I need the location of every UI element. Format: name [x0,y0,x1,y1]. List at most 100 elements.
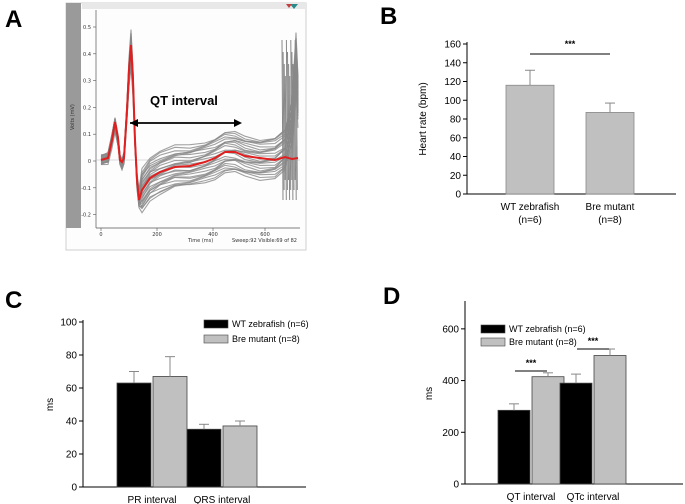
y-tick-label: 40 [66,417,78,428]
bar [497,409,531,485]
panel-letter-c: C [5,287,22,314]
significance-stars: *** [565,39,576,49]
panel-letter-d: D [383,283,400,310]
category-label: QT interval [507,492,556,503]
significance-stars: *** [526,358,537,368]
y-tick-label: 80 [66,351,78,362]
category-label: QRS interval [194,495,251,504]
y-tick-label: 60 [66,384,78,395]
y-axis-title: ms [424,387,435,400]
legend-label: WT zebrafish (n=6) [232,319,309,329]
legend-label: WT zebrafish (n=6) [509,324,586,334]
ecg-noise-trace [293,75,296,181]
y-tick-label: 60 [450,133,462,144]
panel-letter-b: B [380,3,397,30]
ecg-y-ticks: 0.5 0.4 0.3 0.2 0.1 0 -0.1 -0.2 [81,25,96,219]
ecg-noise-trace [291,51,294,201]
qt-arrow-right-head-icon [234,119,242,127]
ecg-sidebar [66,3,81,228]
ecg-x-tick-label: 0 [99,232,102,238]
sweep-marker-icon [290,4,298,9]
ecg-y-tick-label: -0.2 [81,213,91,219]
y-tick-label: 100 [444,96,461,107]
ecg-noise-trace [283,63,286,181]
legend-swatch [203,319,229,329]
bar [593,355,627,485]
bar [152,376,188,488]
legend-swatch [203,334,229,344]
ecg-noise-trace [289,75,292,191]
y-tick-label: 20 [450,171,462,182]
bar [531,376,565,485]
pr-qrs-chart: 0 20 40 60 80 100 ms PR interval QRS interval WT … [45,318,309,504]
ecg-y-tick-label: 0.2 [83,105,91,111]
y-tick-label: 120 [444,77,461,88]
y-tick-label: 40 [450,152,462,163]
ecg-noise-trace [281,39,284,201]
ecg-y-tick-label: -0.1 [81,186,91,192]
ecg-noise-trace [290,39,293,181]
significance-stars: *** [588,336,599,346]
category-label: WT zebrafish [501,202,560,213]
ecg-noise-trace [285,39,288,191]
ecg-y-tick-label: 0.3 [83,79,91,85]
ecg-window [65,2,307,251]
ecg-y-tick-label: 0.4 [83,52,91,58]
y-tick-label: 0 [455,190,461,201]
y-tick-label: 200 [442,428,459,439]
category-sublabel: (n=6) [518,215,542,226]
y-tick-label: 140 [444,58,461,69]
y-tick-label: 600 [442,324,459,335]
ecg-noise-trace [294,39,297,201]
heart-rate-chart: 0 20 40 60 80 100 120 140 160 Heart rate (bpm) WT … [418,39,676,226]
ecg-noise-trace [292,63,295,191]
bar [116,382,152,488]
ecg-x-tick-label: 200 [152,232,162,238]
y-tick-label: 160 [444,40,461,51]
legend-swatch [480,324,506,334]
ecg-y-axis-label: Volts (mV) [70,104,76,130]
ecg-noise-trace [282,51,285,191]
ecg-y-tick-label: 0.1 [83,132,91,138]
y-tick-label: 0 [453,480,459,491]
category-label: PR interval [128,495,177,504]
bar [505,84,555,195]
ecg-y-tick-label: 0 [88,159,91,165]
ecg-mean-trace [100,44,299,201]
panel-letter-a: A [5,6,22,33]
ecg-toolbar [82,3,306,9]
bar [559,382,593,485]
ecg-noise-trace [284,75,287,201]
ecg-sweep-trace [100,66,299,210]
ecg-x-axis-label: Time (ms) [187,238,213,244]
ecg-x-tick-label: 600 [260,232,270,238]
category-sublabel: (n=8) [598,215,622,226]
y-tick-label: 100 [60,318,77,329]
qt-interval-annotation: QT interval [150,93,218,108]
legend-label: Bre mutant (n=8) [509,337,577,347]
ecg-x-ticks: 0 200 400 600 [99,228,270,238]
bar [186,428,222,488]
y-tick-label: 0 [71,483,77,494]
category-label: Bre mutant [586,202,635,213]
qt-arrow-left-head-icon [130,119,138,127]
category-label: QTc interval [567,492,620,503]
ecg-x-tick-label: 400 [208,232,218,238]
bar [585,112,635,195]
y-axis-title: Heart rate (bpm) [418,82,429,155]
ecg-noise-trace [295,51,298,191]
y-tick-label: 80 [450,115,462,126]
legend-label: Bre mutant (n=8) [232,334,300,344]
y-tick-label: 400 [442,376,459,387]
bar [222,425,258,488]
sweep-marker-red-icon [286,4,292,8]
ecg-y-tick-label: 0.5 [83,25,91,31]
y-axis-title: ms [45,398,56,411]
ecg-noise-trace [288,63,291,201]
ecg-trace-panel: 0.5 0.4 0.3 0.2 0.1 0 -0.1 -0.2 0 200 400 600 Time… [65,2,307,251]
y-tick-label: 20 [66,450,78,461]
ecg-sweep-info: Sweep:92 Visible:69 of 82 [232,238,297,244]
legend-swatch [480,337,506,347]
qt-qtc-chart: 0 200 400 600 ms QT interval QTc interval WT ze… [424,301,683,503]
